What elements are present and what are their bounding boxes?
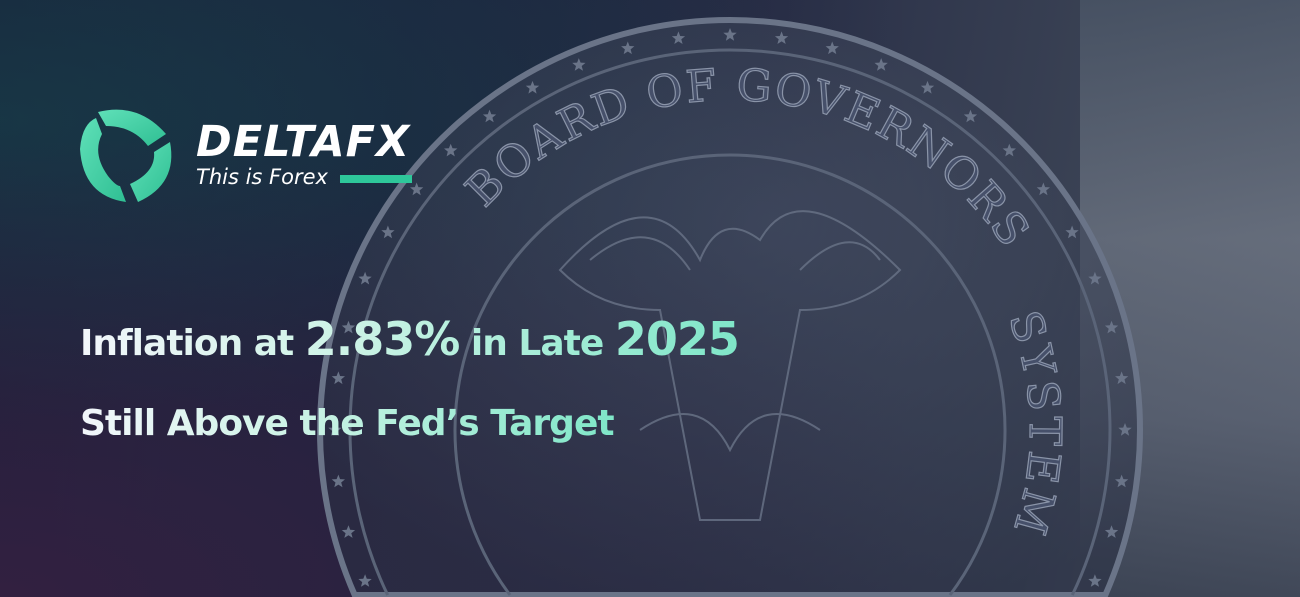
headline-year: 2025: [614, 312, 739, 366]
seal-star-icon: [572, 58, 586, 71]
seal-star-icon: [482, 109, 497, 123]
brand-tagline: This is Forex: [196, 165, 328, 189]
seal-star-icon: [1104, 525, 1119, 538]
seal-star-icon: [331, 474, 345, 488]
seal-star-icon: [1036, 182, 1050, 196]
seal-star-icon: [1115, 474, 1129, 488]
seal-star-icon: [444, 143, 458, 157]
seal-star-icon: [1002, 143, 1016, 157]
seal-middle-ring: [348, 48, 1112, 596]
headline-text: in Late: [459, 323, 615, 364]
seal-star-icon: [341, 320, 356, 334]
seal-star-icon: [723, 28, 737, 41]
delta-play-logo-icon: [80, 109, 172, 202]
seal-star-icon: [1088, 271, 1102, 285]
headline-text: Inflation at: [80, 323, 305, 364]
headline-line-2: Still Above the Fed’s Target: [80, 403, 615, 444]
eagle-icon: [558, 210, 902, 521]
seal-star-icon: [621, 41, 635, 55]
seal-star-icon: [331, 371, 345, 385]
seal-star-icon: [341, 525, 356, 538]
seal-star-icon: [671, 31, 686, 44]
tagline-accent-bar: [339, 175, 412, 183]
seal-star-icon: [1115, 371, 1129, 385]
seal-outer-ring: [317, 17, 1143, 597]
seal-star-icon: [410, 182, 424, 196]
seal-star-icon: [525, 80, 540, 94]
seal-star-icon: [920, 80, 935, 94]
seal-star-icon: [1118, 423, 1132, 436]
seal-inner-ring: [453, 153, 1007, 596]
seal-star-icon: [774, 31, 789, 44]
seal-star-icon: [825, 41, 839, 55]
seal-star-icon: [963, 109, 978, 123]
deltafx-logo: DELTAFX This is Forex: [78, 104, 412, 204]
seal-star-icon: [358, 271, 372, 285]
brand-name: DELTAFX: [196, 117, 411, 167]
seal-star-icon: [1104, 320, 1119, 334]
seal-star-icon: [874, 58, 888, 71]
headline-line-1: Inflation at 2.83% in Late 2025: [80, 312, 739, 366]
seal-star-icon: [358, 574, 372, 587]
inflation-value: 2.83%: [304, 312, 460, 366]
seal-star-icon: [1088, 574, 1102, 587]
seal-star-icon: [381, 225, 395, 239]
seal-star-icon: [328, 423, 342, 436]
seal-star-icon: [1065, 225, 1079, 239]
